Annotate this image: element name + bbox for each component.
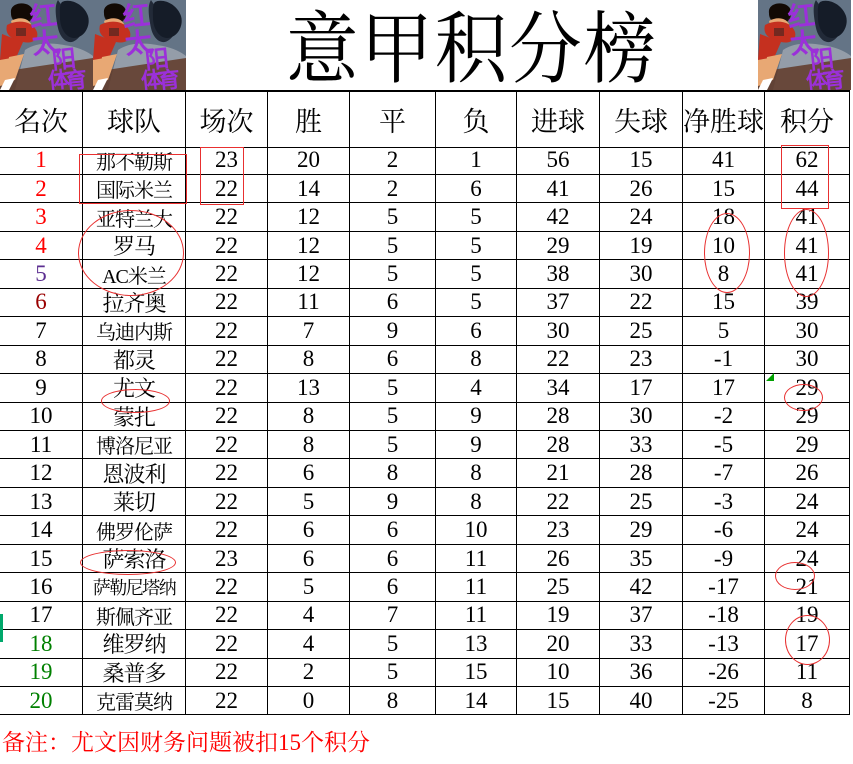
- svg-text:育: 育: [157, 67, 182, 90]
- svg-text:育: 育: [822, 67, 847, 90]
- svg-text:育: 育: [64, 67, 89, 90]
